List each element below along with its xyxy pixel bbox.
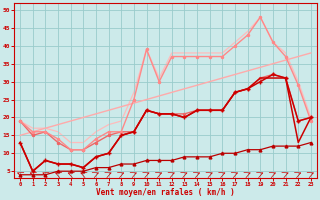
- X-axis label: Vent moyen/en rafales ( km/h ): Vent moyen/en rafales ( km/h ): [96, 188, 235, 197]
